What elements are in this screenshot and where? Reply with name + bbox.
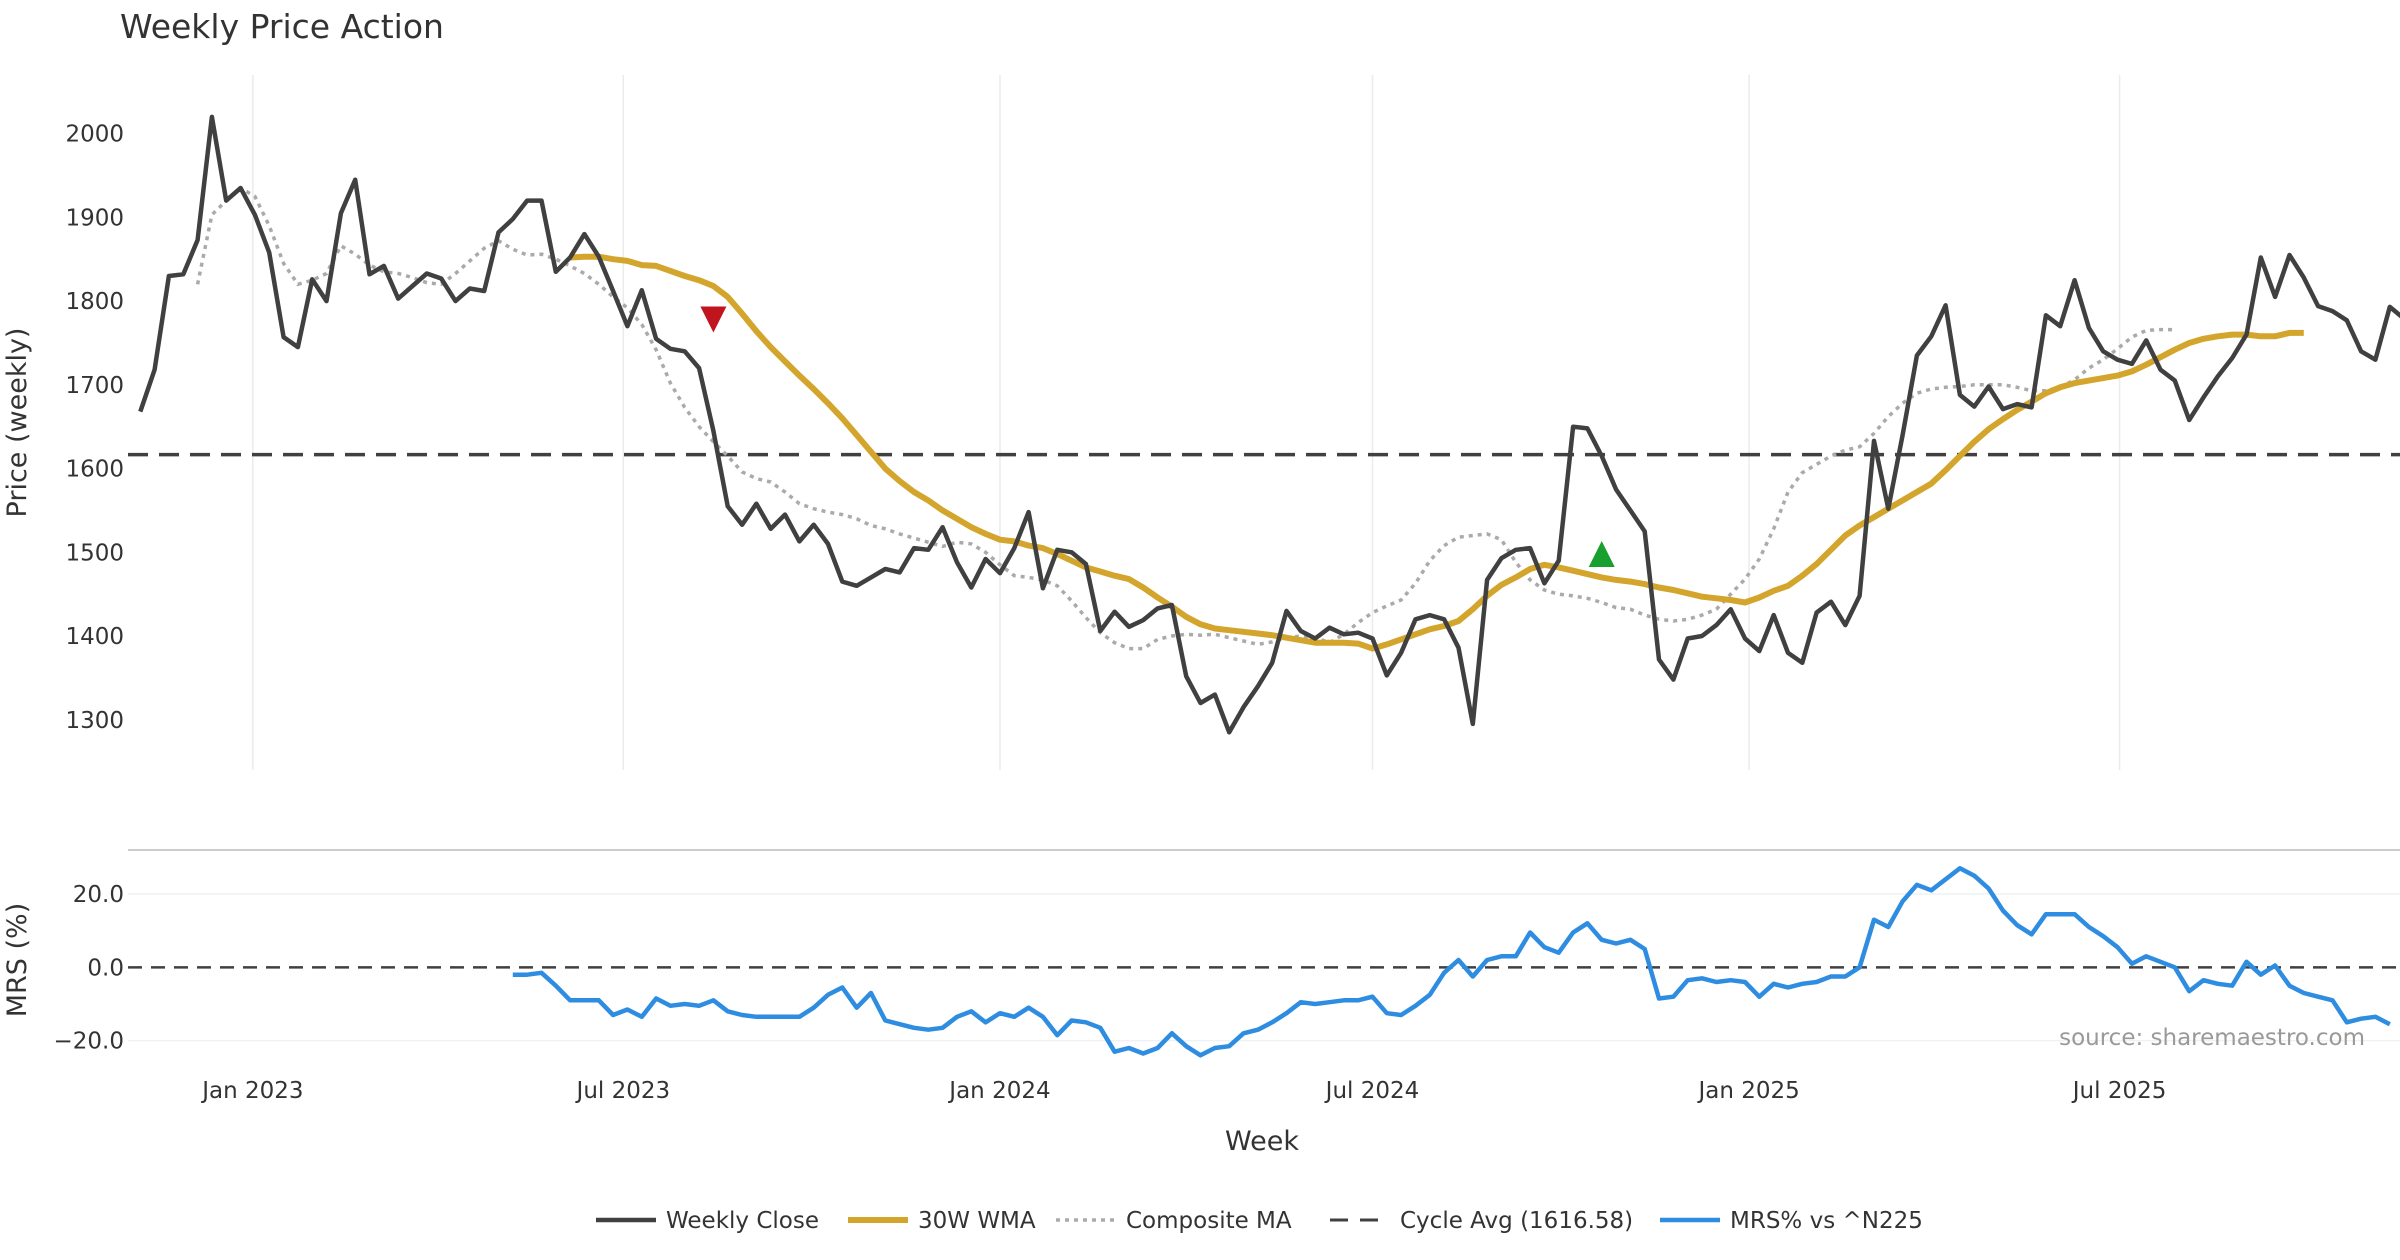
x-tick-label: Jan 2023 [200,1078,303,1104]
mrs-grid [128,893,2400,1042]
sell-signal-marker [700,306,727,333]
mrs-y-tick-label: −20.0 [54,1029,124,1055]
price-grid [252,75,2121,770]
price-y-tick-label: 1800 [65,289,124,315]
mrs-y-ticks: −20.0 0.0 20.0 [54,882,124,1055]
weekly-close-line [138,114,2400,735]
x-tick-label: Jul 2024 [1324,1078,1420,1104]
signal-markers [700,306,1615,567]
source-note: source: sharemaestro.com [2059,1025,2365,1051]
price-y-tick-label: 1600 [65,457,124,483]
legend: Weekly Close 30W WMA Composite MA Cycle Avg… [596,1208,1923,1234]
x-tick-label: Jul 2025 [2071,1078,2167,1104]
legend-label: 30W WMA [918,1208,1036,1234]
legend-label: MRS% vs ^N225 [1730,1208,1923,1234]
legend-label: Composite MA [1126,1208,1292,1234]
legend-item: 30W WMA [848,1208,1036,1234]
mrs-y-axis-label: MRS (%) [2,903,33,1018]
price-y-tick-label: 1700 [65,373,124,399]
price-y-tick-label: 1500 [65,540,124,566]
legend-label: Weekly Close [666,1208,819,1234]
legend-item: Cycle Avg (1616.58) [1330,1208,1633,1234]
legend-item: MRS% vs ^N225 [1660,1208,1923,1234]
legend-label: Cycle Avg (1616.58) [1400,1208,1633,1234]
price-y-tick-label: 1300 [65,708,124,734]
price-y-tick-label: 1900 [65,205,124,231]
x-tick-label: Jan 2025 [1696,1078,1799,1104]
mrs-line [512,866,2391,1058]
price-y-ticks: 1300 1400 1500 1600 1700 1800 1900 2000 [65,122,124,734]
mrs-y-tick-label: 0.0 [87,955,124,981]
mrs-y-tick-label: 20.0 [73,882,124,908]
mrs-panel: −20.0 0.0 20.0 MRS (%) source: sharemaestr… [2,849,2400,1058]
x-axis-ticks: Jan 2023 Jul 2023 Jan 2024 Jul 2024 Jan 2025… [200,1078,2166,1104]
x-tick-label: Jul 2023 [575,1078,671,1104]
legend-item: Weekly Close [596,1208,819,1234]
price-y-tick-label: 2000 [65,122,124,148]
price-y-axis-label: Price (weekly) [2,328,33,518]
wma-30w-line [569,253,2304,652]
chart-title: Weekly Price Action [120,7,444,46]
x-axis-label: Week [1225,1126,1299,1157]
buy-signal-marker [1588,540,1615,567]
price-panel: 1300 1400 1500 1600 1700 1800 1900 2000 Price (… [2,75,2400,770]
price-y-tick-label: 1400 [65,624,124,650]
x-tick-label: Jan 2024 [947,1078,1050,1104]
legend-item: Composite MA [1056,1208,1292,1234]
